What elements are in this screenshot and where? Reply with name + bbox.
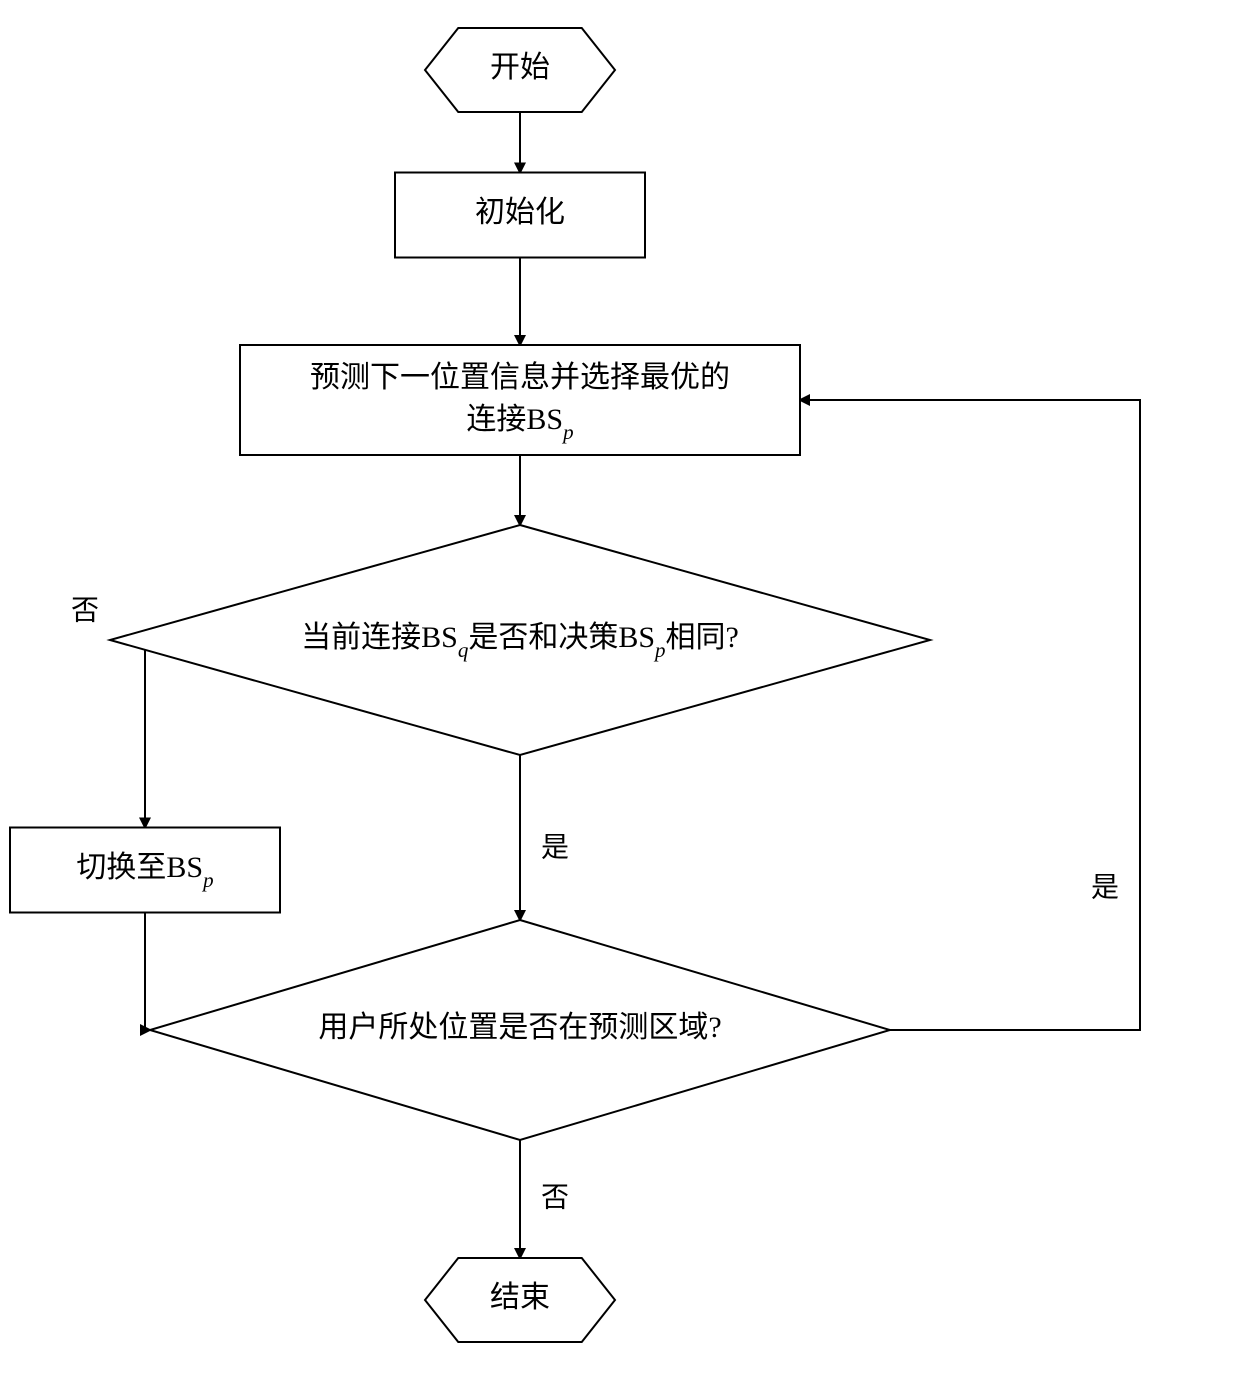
- flowchart-diagram: 开始初始化预测下一位置信息并选择最优的连接BSp当前连接BSq是否和决策BSp相…: [0, 0, 1240, 1377]
- svg-text:预测下一位置信息并选择最优的: 预测下一位置信息并选择最优的: [310, 361, 730, 394]
- svg-text:用户所处位置是否在预测区域?: 用户所处位置是否在预测区域?: [318, 1011, 721, 1044]
- svg-text:开始: 开始: [490, 51, 550, 84]
- svg-text:是: 是: [1091, 872, 1119, 903]
- svg-text:结束: 结束: [490, 1281, 550, 1314]
- svg-text:否: 否: [71, 595, 99, 626]
- svg-text:是: 是: [541, 832, 569, 863]
- svg-text:否: 否: [541, 1182, 569, 1213]
- svg-text:初始化: 初始化: [475, 196, 565, 229]
